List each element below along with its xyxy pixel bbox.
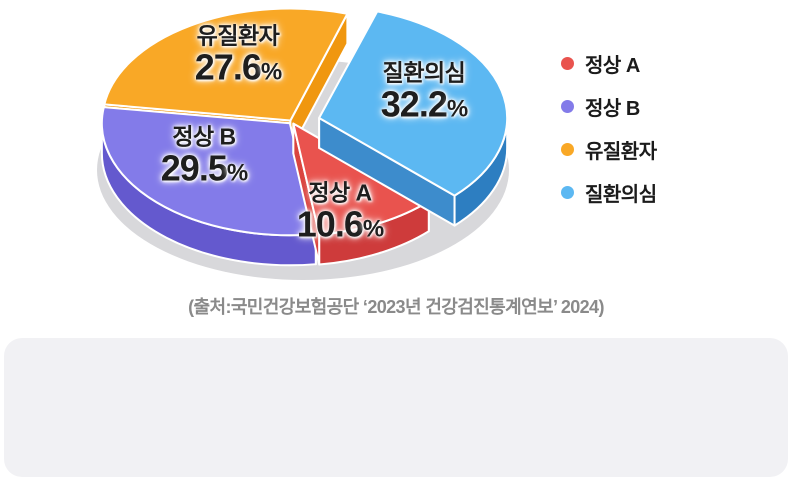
pie-label-name: 유질환자 xyxy=(196,22,280,49)
pie-slice-disease-suspected xyxy=(318,10,509,227)
pie-label-disease-suspected: 질환의심 32.2% xyxy=(380,59,468,125)
legend-item-disease-suspected: 질환의심 xyxy=(561,171,657,214)
legend-label: 질환의심 xyxy=(585,184,657,206)
source-citation: (출처:국민건강보험공단 ‘2023년 건강검진통계연보’ 2024) xyxy=(188,297,604,317)
pie-label-normal-a: 정상 A 10.6% xyxy=(296,179,384,245)
pie-label-with-disease: 유질환자 27.6% xyxy=(194,22,282,88)
pie-label-unit: % xyxy=(362,215,384,243)
legend-item-normal-b: 정상 B xyxy=(561,85,657,128)
pie-label-value: 10.6% xyxy=(296,203,384,245)
legend-dot-normal-a-icon xyxy=(561,57,574,70)
pie-label-value: 27.6% xyxy=(194,46,282,88)
pie-label-value: 29.5% xyxy=(160,147,248,189)
pie-slice-disease-suspected-top-face xyxy=(318,10,509,197)
legend-label: 유질환자 xyxy=(585,141,657,163)
legend-dot-normal-b-icon xyxy=(561,100,574,113)
pie-slice-normal-b-top-face xyxy=(100,106,317,237)
pie-label-normal-b: 정상 B 29.5% xyxy=(160,123,248,189)
legend-label: 정상 A xyxy=(585,55,640,77)
pie-chart-svg xyxy=(97,7,509,280)
pie-chart: 정상 A 10.6% 정상 B 29.5% 유질환자 27.6% 질환의심 32.2% xyxy=(0,0,560,300)
legend-dot-with-disease-icon xyxy=(561,143,574,156)
legend-label: 정상 B xyxy=(585,98,640,120)
pie-label-unit: % xyxy=(226,159,248,187)
legend-item-with-disease: 유질환자 xyxy=(561,128,657,171)
pie-label-name: 정상 B xyxy=(172,123,236,150)
legend-dot-disease-suspected-icon xyxy=(561,186,574,199)
pie-label-value: 32.2% xyxy=(380,83,468,125)
legend-item-normal-a: 정상 A xyxy=(561,42,657,85)
pie-label-name: 질환의심 xyxy=(382,59,466,86)
pie-slice-with-disease-top-face xyxy=(103,7,349,122)
legend: 정상 A 정상 B 유질환자 질환의심 xyxy=(561,42,657,214)
pie-label-name: 정상 A xyxy=(308,179,372,206)
pie-label-unit: % xyxy=(446,95,468,123)
pie-label-unit: % xyxy=(260,58,282,86)
info-panel: 정상 A(10.6%) 정상 B(경계 29.5%) : 정상 범위를 초과하지… xyxy=(4,338,788,477)
